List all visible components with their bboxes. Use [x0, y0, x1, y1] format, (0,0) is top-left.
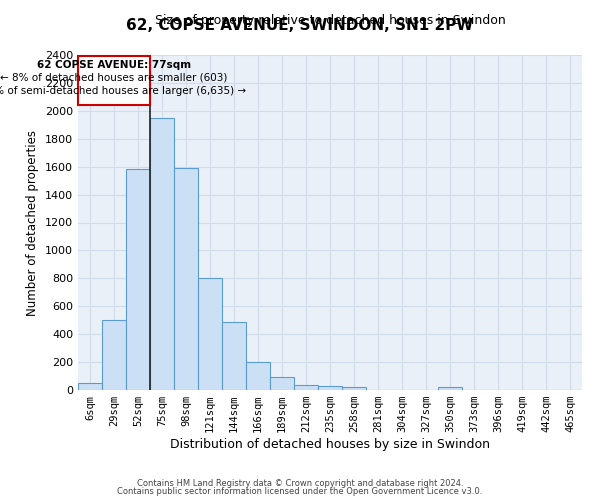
Text: ← 8% of detached houses are smaller (603): ← 8% of detached houses are smaller (603… — [0, 72, 227, 83]
Bar — [246, 362, 270, 390]
FancyBboxPatch shape — [78, 56, 149, 106]
Text: Contains HM Land Registry data © Crown copyright and database right 2024.: Contains HM Land Registry data © Crown c… — [137, 478, 463, 488]
Bar — [150, 118, 174, 390]
Text: 91% of semi-detached houses are larger (6,635) →: 91% of semi-detached houses are larger (… — [0, 86, 247, 97]
Bar — [438, 387, 462, 390]
Text: 62, COPSE AVENUE, SWINDON, SN1 2PW: 62, COPSE AVENUE, SWINDON, SN1 2PW — [127, 18, 473, 32]
Bar — [126, 170, 150, 390]
Title: Size of property relative to detached houses in Swindon: Size of property relative to detached ho… — [155, 14, 505, 28]
Text: Contains public sector information licensed under the Open Government Licence v3: Contains public sector information licen… — [118, 487, 482, 496]
Bar — [318, 386, 342, 390]
Bar — [270, 378, 294, 390]
Bar — [102, 320, 126, 390]
X-axis label: Distribution of detached houses by size in Swindon: Distribution of detached houses by size … — [170, 438, 490, 451]
Text: 62 COPSE AVENUE: 77sqm: 62 COPSE AVENUE: 77sqm — [37, 60, 191, 70]
Y-axis label: Number of detached properties: Number of detached properties — [26, 130, 40, 316]
Bar — [222, 322, 246, 390]
Bar — [174, 168, 198, 390]
Bar — [342, 386, 366, 390]
Bar — [198, 278, 222, 390]
Bar — [78, 383, 102, 390]
Bar — [294, 385, 318, 390]
